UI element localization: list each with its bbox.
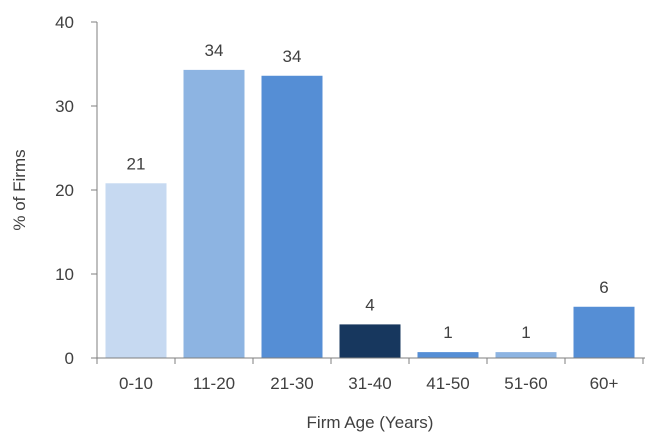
data-label: 6	[599, 278, 608, 297]
x-tick-label: 31-40	[348, 374, 391, 393]
x-axis-title: Firm Age (Years)	[307, 413, 434, 432]
y-axis-title: % of Firms	[10, 149, 29, 230]
bar-0-10	[105, 183, 167, 358]
x-tick-label: 60+	[590, 374, 619, 393]
data-label: 1	[443, 323, 452, 342]
data-label: 4	[365, 295, 374, 314]
bar-41-50	[417, 352, 479, 358]
y-tick-label: 0	[65, 349, 74, 368]
x-tick-label: 21-30	[270, 374, 313, 393]
y-tick-label: 10	[55, 265, 74, 284]
x-tick-label: 51-60	[504, 374, 547, 393]
x-tick-label: 41-50	[426, 374, 469, 393]
bar-51-60	[495, 352, 557, 358]
y-tick-label: 20	[55, 181, 74, 200]
data-label: 34	[283, 47, 302, 66]
data-label: 34	[205, 41, 224, 60]
bar-31-40	[339, 324, 401, 358]
bar-11-20	[183, 69, 245, 358]
x-tick-label: 0-10	[119, 374, 153, 393]
bars-layer	[105, 69, 635, 358]
x-tick-label: 11-20	[193, 374, 235, 393]
bar-60plus	[573, 306, 635, 358]
y-tick-label: 40	[55, 13, 74, 32]
x-ticks: 0-10 11-20 21-30 31-40 41-50 51-60 60+	[96, 358, 644, 393]
data-labels: 21 34 34 4 1 1 6	[127, 41, 609, 342]
data-label: 21	[127, 154, 146, 173]
y-ticks: 0 10 20 30 40	[55, 13, 97, 368]
bar-21-30	[261, 75, 323, 358]
data-label: 1	[521, 323, 530, 342]
y-tick-label: 30	[55, 97, 74, 116]
